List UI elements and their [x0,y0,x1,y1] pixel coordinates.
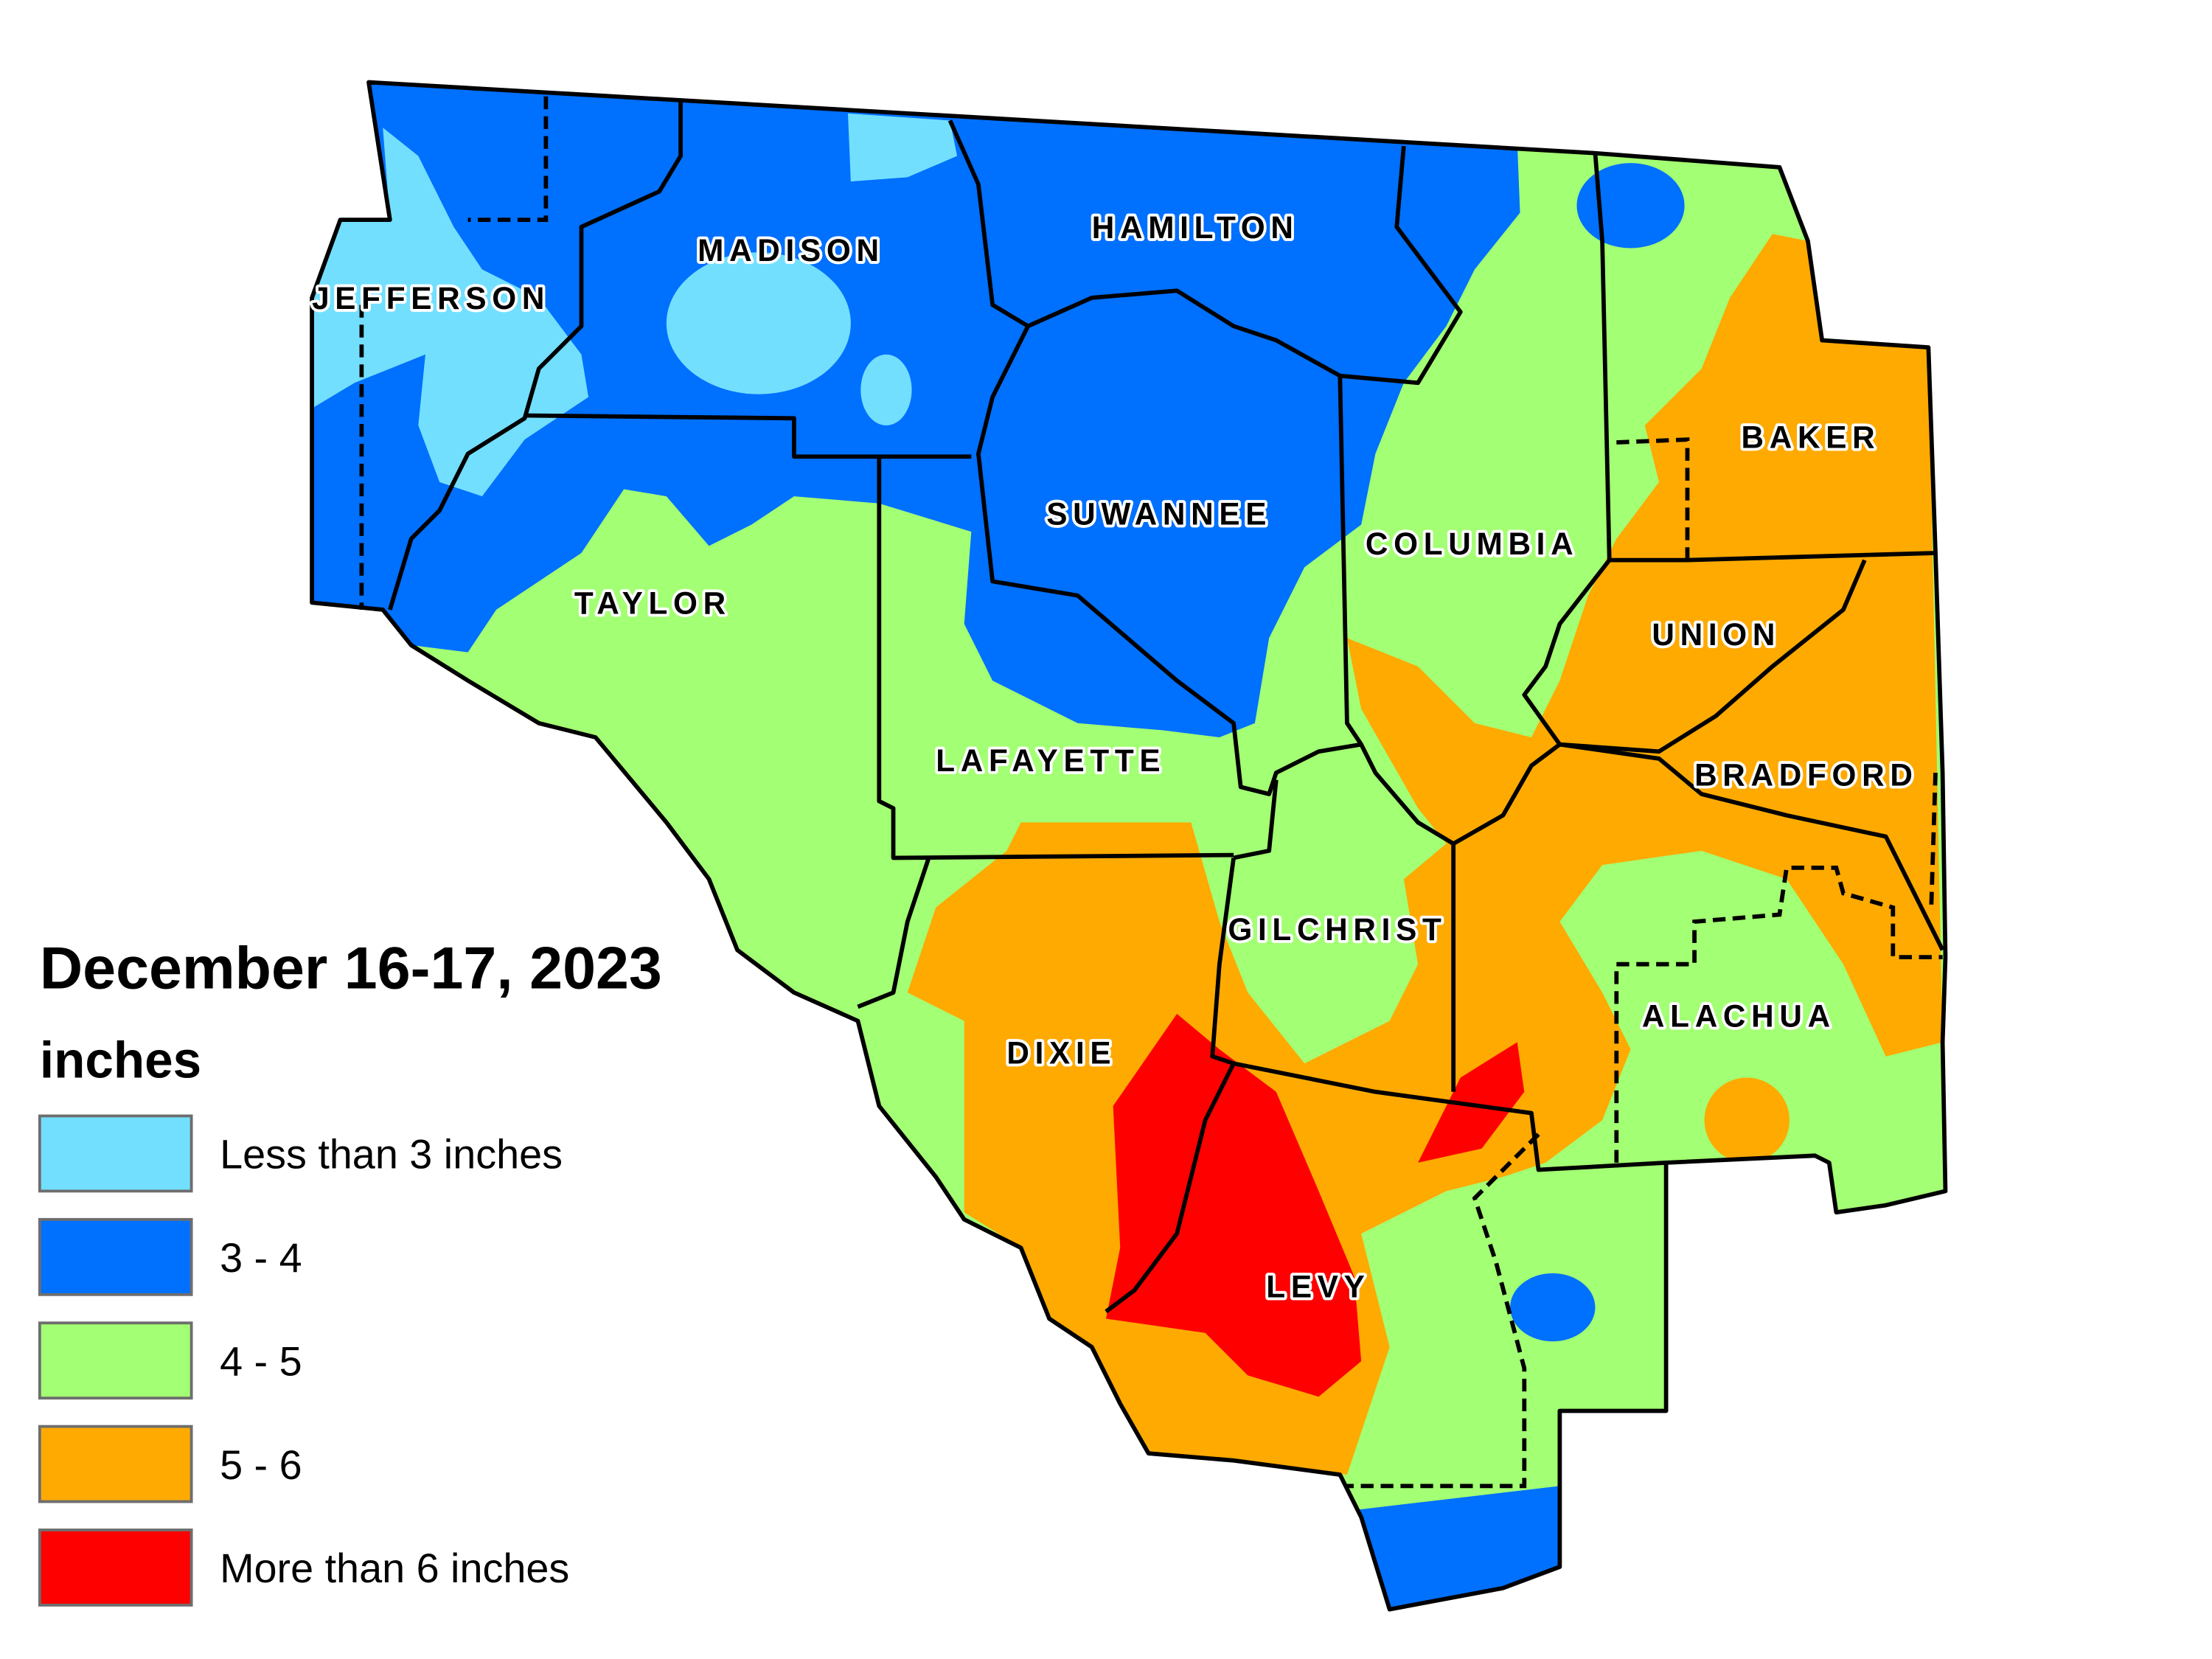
legend-unit: inches [40,1032,201,1089]
county-label-dixie: DIXIE [1006,1035,1116,1070]
legend-swatch [38,1425,193,1503]
levy-border [1233,1061,1666,1172]
jefferson-border [359,96,549,610]
zone-less-than-3 [848,113,958,182]
gilchrist-border [1359,742,1562,1092]
legend-swatch [38,1217,193,1296]
bradford-border [1559,742,1945,951]
legend-label: 3 - 4 [220,1235,302,1281]
legend-label: 4 - 5 [220,1338,302,1384]
county-label-lafayette: LAFAYETTE [936,743,1166,778]
county-label-alachua: ALACHUA [1642,998,1836,1033]
county-label-taylor: TAYLOR [574,586,731,621]
madison-border [388,102,683,611]
lafayette-border [857,456,1234,1009]
hamilton-suwannee-border [947,119,1463,796]
legend: December 16-17, 2023 inches Less than 3 … [38,935,662,1607]
county-label-baker: BAKER [1742,420,1881,455]
county-label-columbia: COLUMBIA [1366,526,1579,561]
zone-3-4 [1510,1273,1596,1342]
county-label-union: UNION [1652,617,1781,652]
alachua-dashed-border [1614,866,1943,1163]
dixie-border [1105,779,1279,1314]
county-label-hamilton: HAMILTON [1092,210,1299,245]
zone-3-4 [1576,163,1685,248]
legend-label: 5 - 6 [220,1442,302,1488]
zone-less-than-3 [860,354,912,425]
county-label-bradford: BRADFORD [1694,757,1919,792]
county-borders [310,80,1948,1612]
zone-5-6 [1704,1077,1790,1163]
county-label-gilchrist: GILCHRIST [1228,912,1447,947]
taylor-border [524,413,972,459]
legend-label: More than 6 inches [220,1545,569,1591]
legend-swatch [38,1321,193,1400]
county-label-levy: LEVY [1266,1270,1370,1304]
county-label-madison: MADISON [698,233,885,268]
legend-label: Less than 3 inches [220,1132,563,1178]
union-border [1522,558,1867,754]
baker-dashed-border [1616,437,1938,908]
map-title: December 16-17, 2023 [40,935,662,1001]
zone-more-than-6 [1106,1014,1362,1397]
county-label-jefferson: JEFFERSON [312,281,550,316]
county-label-suwannee: SUWANNEE [1046,497,1272,532]
zone-more-than-6 [1418,1042,1525,1163]
county-labels: JEFFERSON MADISON HAMILTON SUWANNEE COLU… [309,207,1919,1307]
legend-swatch [38,1528,193,1607]
region-outline [310,80,1948,1612]
legend-swatch [38,1114,193,1193]
zone-less-than-3 [666,252,851,394]
